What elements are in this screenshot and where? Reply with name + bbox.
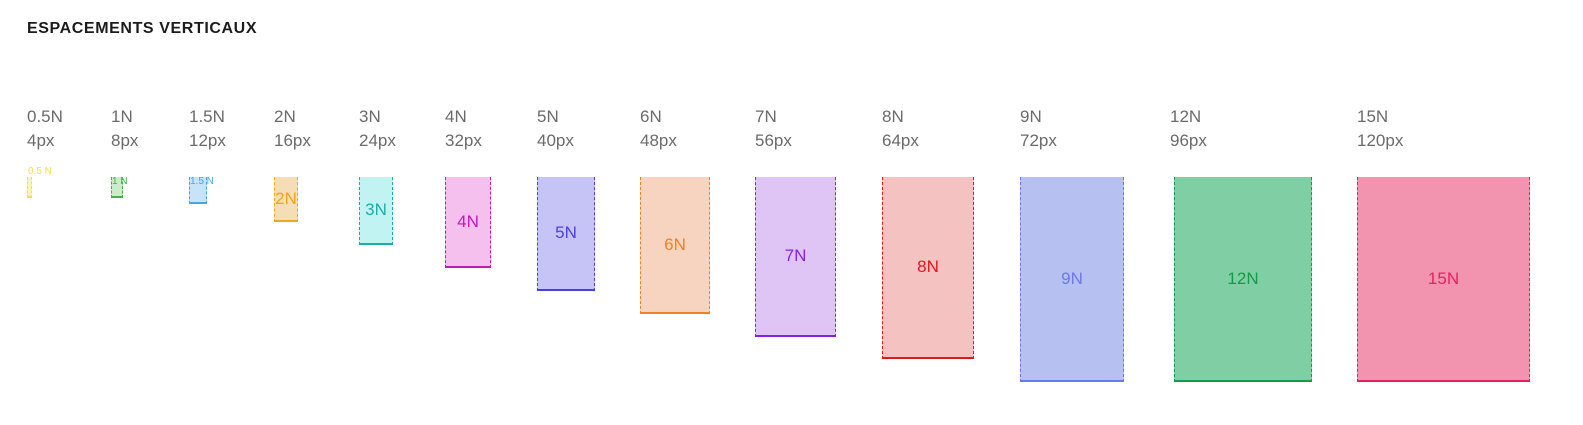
spacing-swatch-label: 9N bbox=[1061, 268, 1083, 288]
spacing-token-name: 4N bbox=[445, 107, 467, 126]
spacing-swatch-label: 1 N bbox=[112, 176, 128, 187]
spacing-pixel-value: 56px bbox=[755, 131, 792, 150]
spacing-pixel-value: 16px bbox=[274, 131, 311, 150]
spacing-swatch: 15N bbox=[1357, 177, 1530, 382]
spacing-swatch-label: 3N bbox=[365, 200, 387, 219]
spacing-swatch-label: 4N bbox=[457, 211, 479, 231]
spacing-label-6: 4N 32px bbox=[445, 105, 482, 153]
spacing-pixel-value: 40px bbox=[537, 131, 574, 150]
spacing-pixel-value: 24px bbox=[359, 131, 396, 150]
spacing-swatch-label: 15N bbox=[1427, 268, 1460, 288]
spacing-label-7: 5N 40px bbox=[537, 105, 574, 153]
spacing-token-name: 3N bbox=[359, 107, 381, 126]
spacing-pixel-value: 120px bbox=[1357, 131, 1404, 150]
spacing-swatch: 0.5 N bbox=[27, 167, 52, 198]
spacing-swatch-label: 12N bbox=[1227, 268, 1259, 288]
spacing-token-name: 2N bbox=[274, 107, 296, 126]
spacing-swatch-label: 2N bbox=[275, 188, 297, 208]
spacing-swatch-label: 0.5 N bbox=[28, 166, 52, 177]
spacing-token-name: 12N bbox=[1170, 107, 1202, 126]
spacing-label-3: 1.5N 12px bbox=[189, 105, 226, 153]
spacing-swatch: 1.5 N bbox=[189, 177, 214, 204]
spacing-token-name: 5N bbox=[537, 107, 559, 126]
spacing-pixel-value: 64px bbox=[882, 131, 919, 150]
spacing-swatch: 6N bbox=[640, 177, 710, 314]
spacing-swatch-label: 8N bbox=[917, 257, 939, 276]
spacing-swatch: 12N bbox=[1174, 177, 1312, 382]
spacing-label-2: 1N 8px bbox=[111, 105, 138, 153]
spacing-label-5: 3N 24px bbox=[359, 105, 396, 153]
spacing-label-4: 2N 16px bbox=[274, 105, 311, 153]
spacing-swatch: 9N bbox=[1020, 177, 1124, 382]
spacing-token-name: 8N bbox=[882, 107, 904, 126]
spacing-swatch-label: 7N bbox=[784, 246, 807, 265]
spacing-token-name: 9N bbox=[1020, 107, 1042, 126]
spacing-label-10: 8N 64px bbox=[882, 105, 919, 153]
spacing-swatch-label: 6N bbox=[664, 234, 686, 254]
spacing-token-name: 7N bbox=[755, 107, 777, 126]
spacing-swatch: 3N bbox=[359, 177, 393, 245]
spacing-token-name: 0.5N bbox=[27, 107, 63, 126]
spacing-swatch-label: 1.5 N bbox=[190, 176, 214, 187]
spacing-pixel-value: 4px bbox=[27, 131, 55, 150]
spacing-pixel-value: 96px bbox=[1170, 131, 1207, 150]
page-title: ESPACEMENTS VERTICAUX bbox=[27, 20, 258, 37]
spacing-swatch: 8N bbox=[882, 177, 974, 359]
spacing-swatch: 2N bbox=[274, 177, 298, 222]
spacing-pixel-value: 48px bbox=[640, 131, 677, 150]
spacing-label-8: 6N 48px bbox=[640, 105, 677, 153]
spacing-token-name: 1N bbox=[111, 107, 133, 126]
spacing-pixel-value: 8px bbox=[111, 131, 139, 150]
spacing-swatch: 7N bbox=[755, 177, 836, 337]
spacing-pixel-value: 32px bbox=[445, 131, 482, 150]
spacing-label-13: 15N 120px bbox=[1357, 105, 1403, 153]
spacing-swatch: 4N bbox=[445, 177, 491, 268]
spacing-label-12: 12N 96px bbox=[1170, 105, 1207, 153]
spacing-token-name: 15N bbox=[1357, 107, 1389, 126]
spacing-label-1: 0.5N 4px bbox=[27, 105, 63, 153]
spacing-pixel-value: 12px bbox=[189, 131, 226, 150]
spacing-swatch: 1 N bbox=[111, 177, 128, 198]
spacing-pixel-value: 72px bbox=[1020, 131, 1057, 150]
spacing-swatch: 5N bbox=[537, 177, 595, 291]
spacing-label-11: 9N 72px bbox=[1020, 105, 1057, 153]
spacing-token-name: 1.5N bbox=[189, 107, 225, 126]
spacing-token-name: 6N bbox=[640, 107, 662, 126]
spacing-swatch-label: 5N bbox=[555, 223, 577, 242]
spacing-label-9: 7N 56px bbox=[755, 105, 792, 153]
